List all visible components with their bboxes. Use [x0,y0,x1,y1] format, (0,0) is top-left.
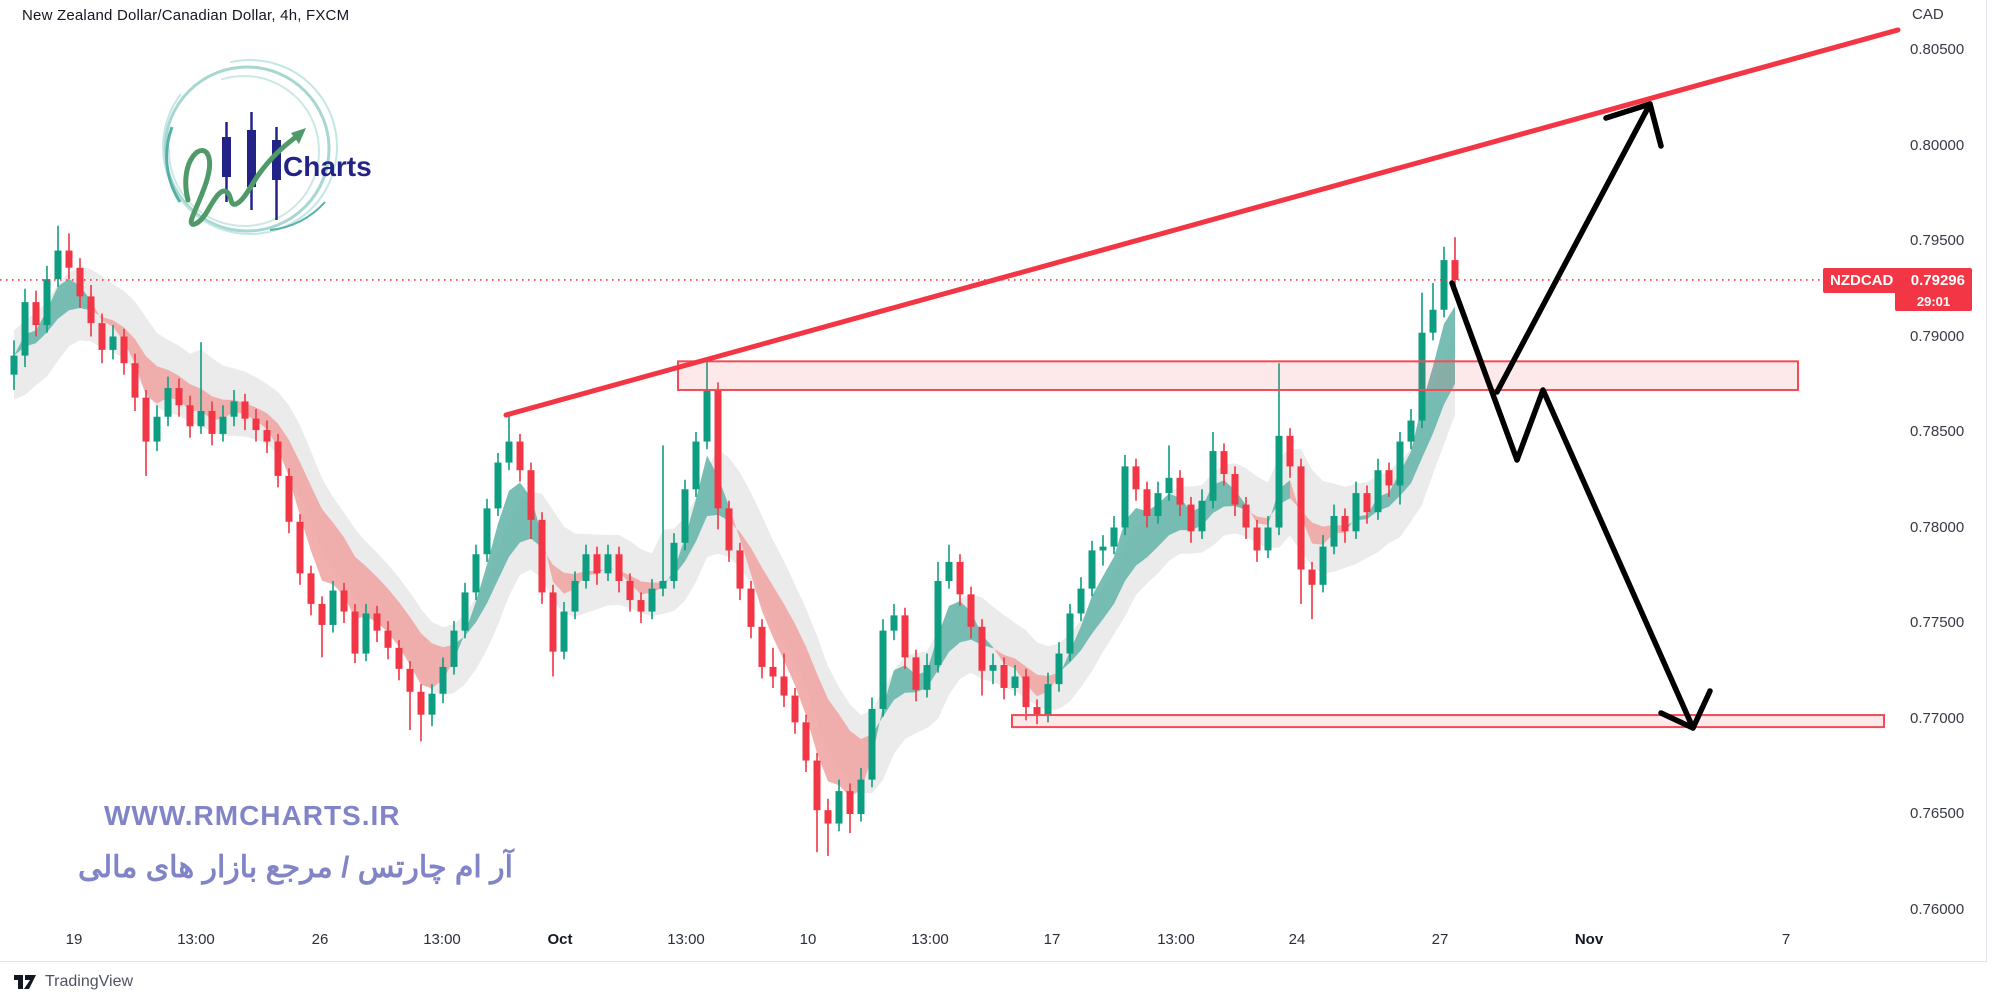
time-axis-label: 13:00 [423,931,461,948]
time-axis-label: 13:00 [177,931,215,948]
time-axis-label: 19 [65,931,83,948]
logo-charts-text: Charts [283,151,372,182]
price-axis-label: 0.79000 [1910,327,1965,345]
price-axis-border [1986,0,1987,962]
bearish-zigzag-arrow [1449,280,1696,731]
rmcharts-logo: Charts [162,59,372,235]
price-axis-label: 0.76500 [1910,805,1965,822]
logo-candlestick-icon [222,112,281,220]
price-axis-label: 0.77500 [1910,614,1965,631]
time-axis-label: Oct [547,931,573,948]
price-axis-currency: CAD [1912,6,1944,23]
logo-circle-icon [162,59,338,235]
logo-squiggle-icon [183,128,306,227]
envelope-band [14,267,1455,794]
watermark-persian: آر ام چارتس / مرجع بازار های مالی [78,851,513,884]
symbol-title: New Zealand Dollar/Canadian Dollar, 4h, … [22,7,350,24]
flag-symbol: NZDCAD [1830,272,1894,289]
watermark-url: WWW.RMCHARTS.IR [104,800,401,831]
bearish-arrowhead [1658,688,1713,731]
time-axis-label: 17 [1043,931,1061,948]
price-axis-label: 0.78500 [1910,423,1965,440]
tradingview-label: TradingView [45,973,134,990]
flag-price: 0.79296 [1910,272,1965,289]
price-axis-label: 0.76000 [1910,900,1965,918]
time-axis-label: Nov [1574,931,1604,948]
time-axis-label: 13:00 [1157,931,1195,948]
price-axis-label: 0.77000 [1910,709,1965,727]
tradingview-icon [14,974,36,989]
time-axis-border [0,961,1987,962]
time-axis-label: 13:00 [911,931,949,948]
time-axis-label: 13:00 [667,931,705,948]
price-axis-label: 0.78000 [1910,518,1965,536]
candlestick-series[interactable] [10,225,1459,857]
time-axis-label: 24 [1288,931,1306,948]
price-axis-label: 0.80000 [1910,136,1965,154]
tradingview-attribution[interactable]: TradingView [14,973,133,991]
projection-arrows[interactable] [1449,101,1713,731]
bar-countdown: 29:01 [1895,292,1972,311]
bullish-arrowhead [1603,101,1664,149]
price-axis-label: 0.79500 [1910,232,1965,249]
time-axis-label: 26 [311,931,329,948]
time-axis-label: 10 [799,931,817,948]
time-axis-label: 7 [1781,931,1791,948]
time-axis-label: 27 [1431,931,1449,948]
price-axis-label: 0.80500 [1910,41,1965,58]
last-price-flag: NZDCAD 0.79296 [1823,268,1972,293]
bullish-arrow [1494,101,1653,395]
ascending-trendline[interactable] [503,27,1901,418]
